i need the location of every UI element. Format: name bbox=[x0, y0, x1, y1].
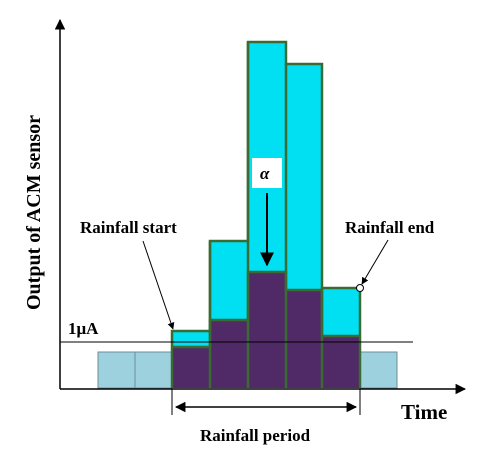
y-axis-label: Output of ACM sensor bbox=[23, 115, 45, 310]
dark-bar-1 bbox=[172, 347, 210, 388]
baseline-block-3 bbox=[359, 351, 398, 389]
baseline-blocks bbox=[97, 351, 398, 389]
dark-component-bars bbox=[172, 272, 360, 388]
dark-bar-5 bbox=[322, 336, 360, 388]
rainfall-period-label: Rainfall period bbox=[200, 426, 311, 445]
bar-outlines bbox=[170, 40, 362, 388]
rainfall-start-label: Rainfall start bbox=[80, 218, 177, 237]
alpha-box bbox=[252, 158, 282, 188]
baseline-block-1 bbox=[97, 351, 136, 389]
rainfall-start-arrow bbox=[142, 240, 175, 330]
baseline-block-2 bbox=[134, 351, 173, 389]
dark-bar-4 bbox=[286, 290, 322, 388]
dark-bar-3 bbox=[248, 272, 286, 388]
threshold-label: 1μA bbox=[68, 319, 99, 338]
alpha-label: α bbox=[260, 164, 270, 183]
rainfall-end-arrow bbox=[361, 239, 389, 285]
dark-bar-2 bbox=[210, 320, 248, 388]
x-axis-label: Time bbox=[401, 400, 447, 424]
rainfall-end-marker bbox=[356, 284, 364, 292]
rainfall-end-label: Rainfall end bbox=[345, 218, 435, 237]
